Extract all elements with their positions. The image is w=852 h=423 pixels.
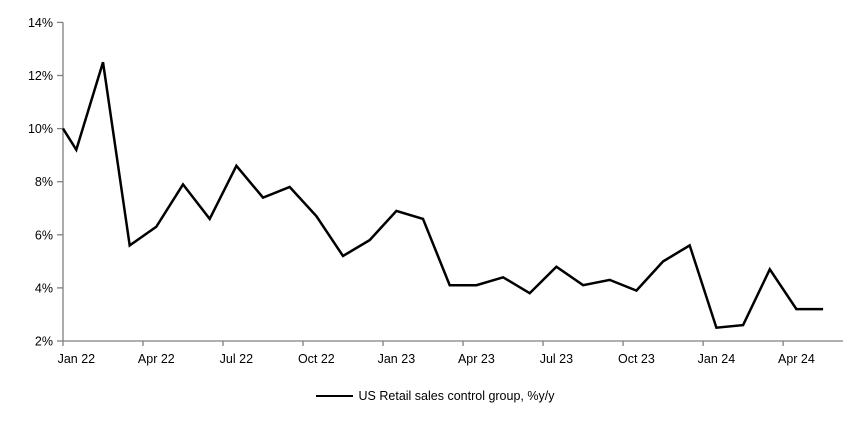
- x-tick-label: Apr 22: [138, 352, 175, 366]
- legend: US Retail sales control group, %y/y: [0, 389, 852, 403]
- y-tick-label: 10%: [28, 122, 53, 136]
- retail-sales-series-line: [61, 61, 824, 330]
- y-tick-label: 12%: [28, 69, 53, 83]
- x-tick-label: Jan 22: [58, 352, 96, 366]
- y-tick-label: 4%: [35, 281, 53, 295]
- x-tick-label: Jan 23: [378, 352, 416, 366]
- y-tick-label: 2%: [35, 335, 53, 349]
- y-tick-label: 6%: [35, 228, 53, 242]
- x-tick-label: Jul 23: [540, 352, 573, 366]
- x-tick-label: Apr 24: [778, 352, 815, 366]
- x-tick-label: Jul 22: [220, 352, 253, 366]
- legend-line-sample: [315, 395, 353, 397]
- legend-label: US Retail sales control group, %y/y: [358, 389, 555, 403]
- x-tick-label: Jan 24: [698, 352, 736, 366]
- y-tick-label: 8%: [35, 175, 53, 189]
- x-tick-label: Oct 23: [618, 352, 655, 366]
- x-tick-label: Oct 22: [298, 352, 335, 366]
- y-tick-label: 14%: [28, 16, 53, 30]
- x-tick-label: Apr 23: [458, 352, 495, 366]
